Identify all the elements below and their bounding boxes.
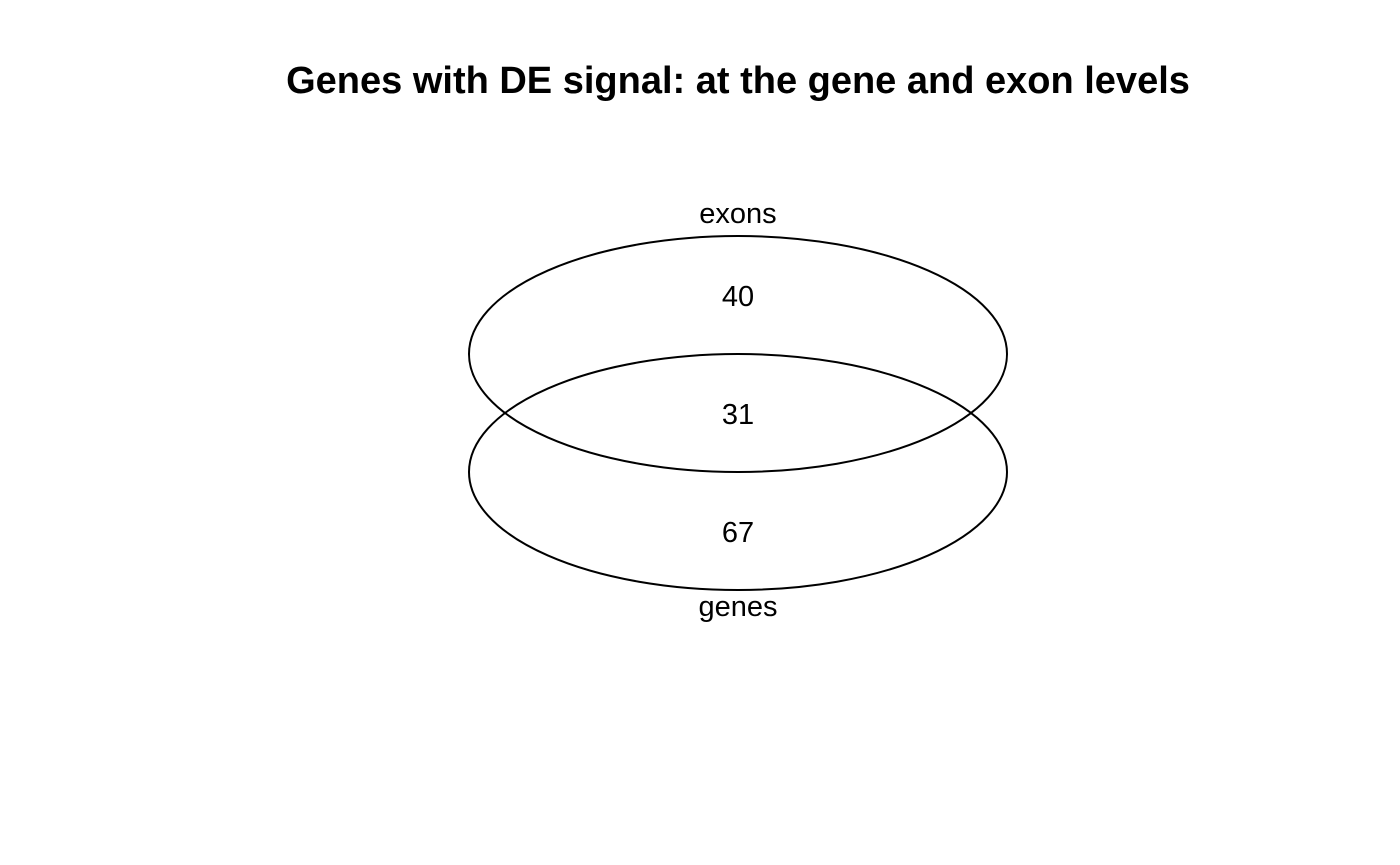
genes-set-label: genes [698,591,777,623]
genes-only-count: 67 [722,517,754,549]
exons-set-label: exons [699,198,776,230]
diagram-title: Genes with DE signal: at the gene and ex… [286,60,1190,102]
exons-set-ellipse [468,235,1008,473]
genes-set-ellipse [468,353,1008,591]
exons-only-count: 40 [722,281,754,313]
intersection-count: 31 [722,399,754,431]
